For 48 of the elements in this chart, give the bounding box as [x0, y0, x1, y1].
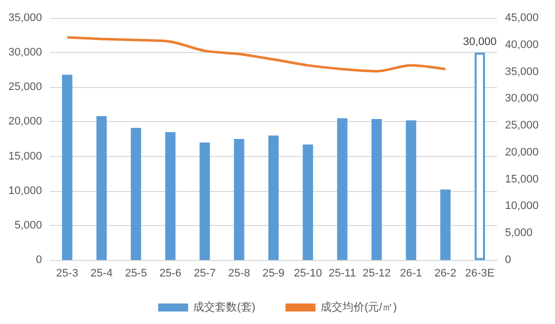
x-tick-label: 25-6: [159, 268, 182, 280]
y-tick-label: 35,000: [8, 12, 42, 24]
line-series: [66, 36, 447, 72]
bar: [165, 132, 176, 260]
y-tick-label: 5,000: [14, 219, 42, 232]
y2-tick-label: 15,000: [505, 173, 539, 186]
x-tick-label: 25-4: [90, 268, 113, 280]
legend-label: 成交套数(套): [193, 300, 256, 314]
y-tick-label: 25,000: [8, 81, 42, 94]
bar: [302, 144, 314, 260]
x-tick-label: 25-3: [56, 268, 78, 280]
x-tick-label: 26-3E: [465, 268, 494, 280]
y-tick-label: 30,000: [8, 46, 42, 59]
x-tick-label: 25-10: [294, 268, 322, 280]
y2-tick-label: 45,000: [505, 12, 539, 24]
y2-tick-label: 35,000: [505, 66, 539, 78]
x-tick-label: 26-2: [434, 268, 456, 280]
bar: [200, 142, 210, 260]
y2-tick-label: 20,000: [505, 146, 539, 158]
x-tick-label: 25-7: [194, 268, 216, 280]
x-tick-label: 25-12: [362, 268, 391, 280]
y2-tick-label: 5,000: [505, 227, 533, 240]
data-label: 30,000: [462, 36, 497, 48]
y2-tick-label: 30,000: [505, 92, 539, 105]
x-tick-label: 25-8: [228, 268, 250, 280]
x-tick-label: 26-1: [400, 268, 422, 280]
y-tick-label: 15,000: [8, 150, 42, 162]
bar: [96, 116, 107, 260]
bar: [440, 189, 451, 260]
y2-tick-label: 25,000: [505, 120, 539, 132]
y-tick-label: 20,000: [8, 116, 42, 128]
legend-label: 成交均价(元/㎡): [320, 300, 397, 314]
bar: [406, 120, 416, 260]
bar: [371, 118, 382, 260]
bar: [474, 52, 485, 260]
bar: [268, 136, 279, 260]
y2-tick-label: 40,000: [505, 38, 539, 51]
y2-tick-label: 10,000: [505, 200, 539, 212]
x-tick-label: 25-9: [262, 268, 285, 280]
bar: [62, 74, 72, 260]
bar: [337, 118, 348, 260]
x-tick-label: 25-11: [328, 268, 356, 280]
bar: [130, 128, 142, 260]
x-tick-label: 25-5: [124, 268, 147, 280]
y-tick-label: 0: [36, 254, 42, 266]
y2-tick-label: 0: [505, 254, 512, 266]
y-tick-label: 10,000: [8, 184, 42, 197]
bar: [234, 139, 244, 260]
